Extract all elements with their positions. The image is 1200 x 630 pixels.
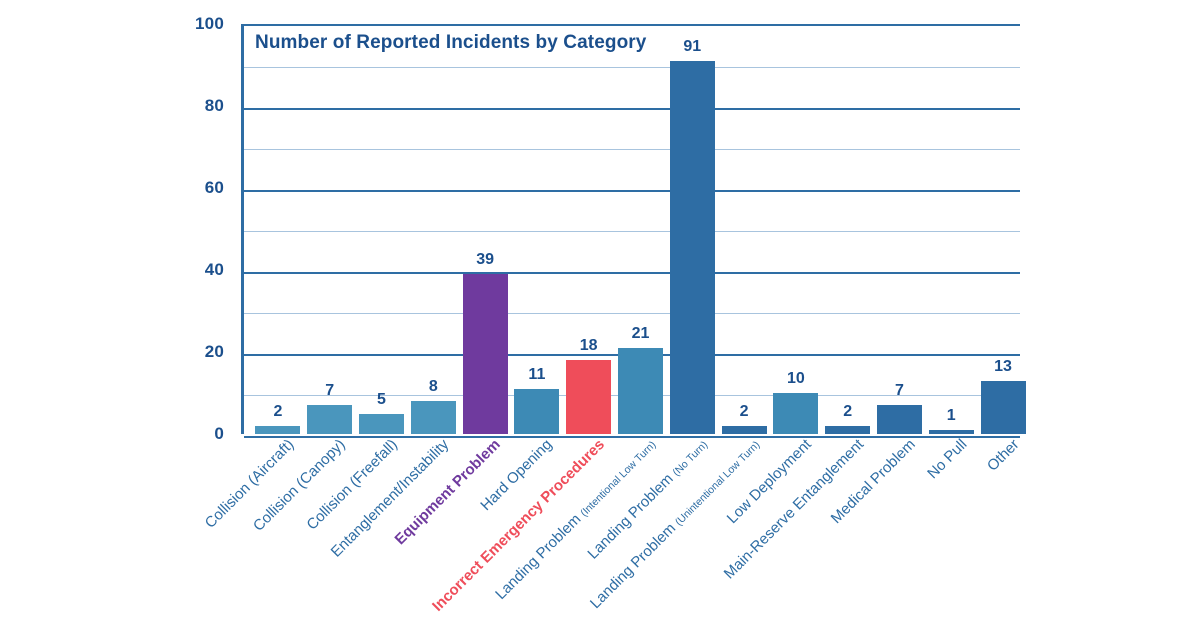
bar-value-label: 2: [273, 402, 283, 420]
bar-value-label: 13: [994, 357, 1012, 375]
bar[interactable]: [617, 347, 663, 434]
plot-area: 2 7 5 8 39 11 18 21 91 2 10 2 7 1 13: [241, 24, 1026, 438]
x-axis-tick: Collision (Freefall): [303, 436, 405, 533]
gridline-major: [244, 190, 1020, 192]
y-axis-tick-label: 0: [214, 424, 224, 443]
bar[interactable]: [669, 60, 715, 434]
x-axis-label-main: Other: [983, 436, 1023, 475]
bar[interactable]: [825, 425, 871, 434]
bar-slot: 7: [304, 26, 356, 434]
bar-value-label: 2: [843, 402, 853, 420]
gridline-major: [244, 108, 1020, 110]
x-axis-label-sub: (No Turn): [670, 438, 711, 479]
x-axis-tick: Low Deployment: [724, 436, 819, 527]
x-axis-tick: Landing Problem (Unintentional Low Turn): [587, 436, 767, 612]
x-axis-tick: Entanglement/Instability: [328, 436, 456, 561]
bar[interactable]: [462, 274, 508, 434]
x-axis-tick: Equipment Problem: [392, 436, 508, 548]
bar[interactable]: [980, 380, 1026, 434]
bar[interactable]: [255, 425, 301, 434]
bar-value-label: 18: [579, 337, 598, 355]
bar-slot: 13: [977, 26, 1029, 434]
bar-slot: 8: [407, 26, 459, 434]
bar[interactable]: [773, 393, 819, 434]
bar-slot: 91: [666, 26, 718, 434]
bar-slot: 39: [459, 26, 511, 434]
bar[interactable]: [876, 405, 922, 434]
y-axis: 0 20 40 60 80 100: [0, 0, 236, 630]
x-axis-label: Collision (Freefall): [303, 436, 400, 533]
bar[interactable]: [358, 413, 404, 434]
x-axis-label-main: No Pull: [924, 436, 971, 483]
x-axis-tick: Landing Problem (Intentional Low Turn): [493, 436, 664, 603]
bar-value-label: 10: [786, 370, 805, 387]
x-axis-label: Other: [984, 436, 1023, 475]
x-axis-tick: Hard Opening: [478, 436, 560, 514]
x-axis-label-main: Collision (Canopy): [250, 436, 349, 535]
bar-value-label: 5: [377, 390, 386, 408]
bar[interactable]: [721, 425, 767, 434]
x-axis-label-main: Landing Problem: [584, 467, 680, 563]
bar-value-label: 1: [946, 406, 956, 424]
bar-value-label: 91: [683, 37, 702, 55]
x-axis-label-main: Landing Problem: [587, 516, 683, 613]
y-axis-tick-label: 40: [204, 260, 224, 279]
y-axis-tick-label: 80: [204, 96, 224, 115]
y-axis-tick-label: 60: [204, 178, 224, 197]
x-axis-tick: Landing Problem (No Turn): [585, 436, 715, 563]
x-axis-label: Collision (Canopy): [250, 436, 349, 535]
bar-value-label: 8: [428, 378, 438, 396]
bar-slot: 11: [511, 26, 563, 434]
bar-slot: 18: [563, 26, 615, 434]
chart-title: Number of Reported Incidents by Category: [255, 32, 647, 53]
bar[interactable]: [928, 429, 974, 434]
bar-value-label: 39: [476, 251, 494, 269]
bar-slot: 7: [874, 26, 926, 434]
bar[interactable]: [307, 405, 353, 434]
y-axis-tick-label: 20: [204, 342, 224, 361]
x-axis-tick: Incorrect Emergency Procedures: [429, 436, 612, 615]
bar-slot: 2: [252, 26, 304, 434]
y-axis-tick-label: 100: [195, 14, 224, 33]
x-axis-tick: Collision (Canopy): [250, 436, 353, 535]
bars-layer: 2 7 5 8 39 11 18 21 91 2 10 2 7 1 13: [244, 26, 1026, 434]
bar-value-label: 11: [528, 365, 546, 383]
gridline-minor: [244, 67, 1020, 68]
x-axis-tick: Other: [974, 436, 1026, 475]
bar-slot: 1: [925, 26, 977, 434]
x-axis: Collision (Aircraft) Collision (Canopy) Co…: [201, 436, 1022, 630]
bar-slot: 21: [615, 26, 667, 434]
gridline-major: [244, 272, 1020, 274]
gridline-minor: [244, 149, 1020, 150]
x-axis-tick: No Pull: [922, 436, 974, 482]
x-axis-label-main: Collision (Freefall): [303, 436, 401, 534]
bar-value-label: 7: [895, 382, 904, 400]
x-axis-label-main: Landing Problem: [492, 507, 588, 603]
x-axis-tick: Collision (Aircraft): [201, 436, 301, 532]
bar-value-label: 7: [325, 382, 335, 400]
bar-slot: 10: [770, 26, 822, 434]
bar-value-label: 21: [631, 324, 650, 342]
gridline-minor: [244, 231, 1020, 232]
x-axis-tick: Medical Problem: [827, 436, 923, 527]
bar[interactable]: [566, 360, 612, 434]
bar[interactable]: [514, 388, 560, 434]
bar[interactable]: [410, 401, 456, 434]
x-axis-tick: Main-Reserve Entanglement: [720, 436, 871, 582]
x-axis-label: No Pull: [924, 436, 970, 482]
bar-slot: 2: [822, 26, 874, 434]
bar-slot: 5: [356, 26, 408, 434]
gridline-minor: [244, 313, 1020, 314]
bar-slot: 2: [718, 26, 770, 434]
gridline-major: [244, 436, 1020, 438]
bar-value-label: 2: [739, 402, 749, 420]
